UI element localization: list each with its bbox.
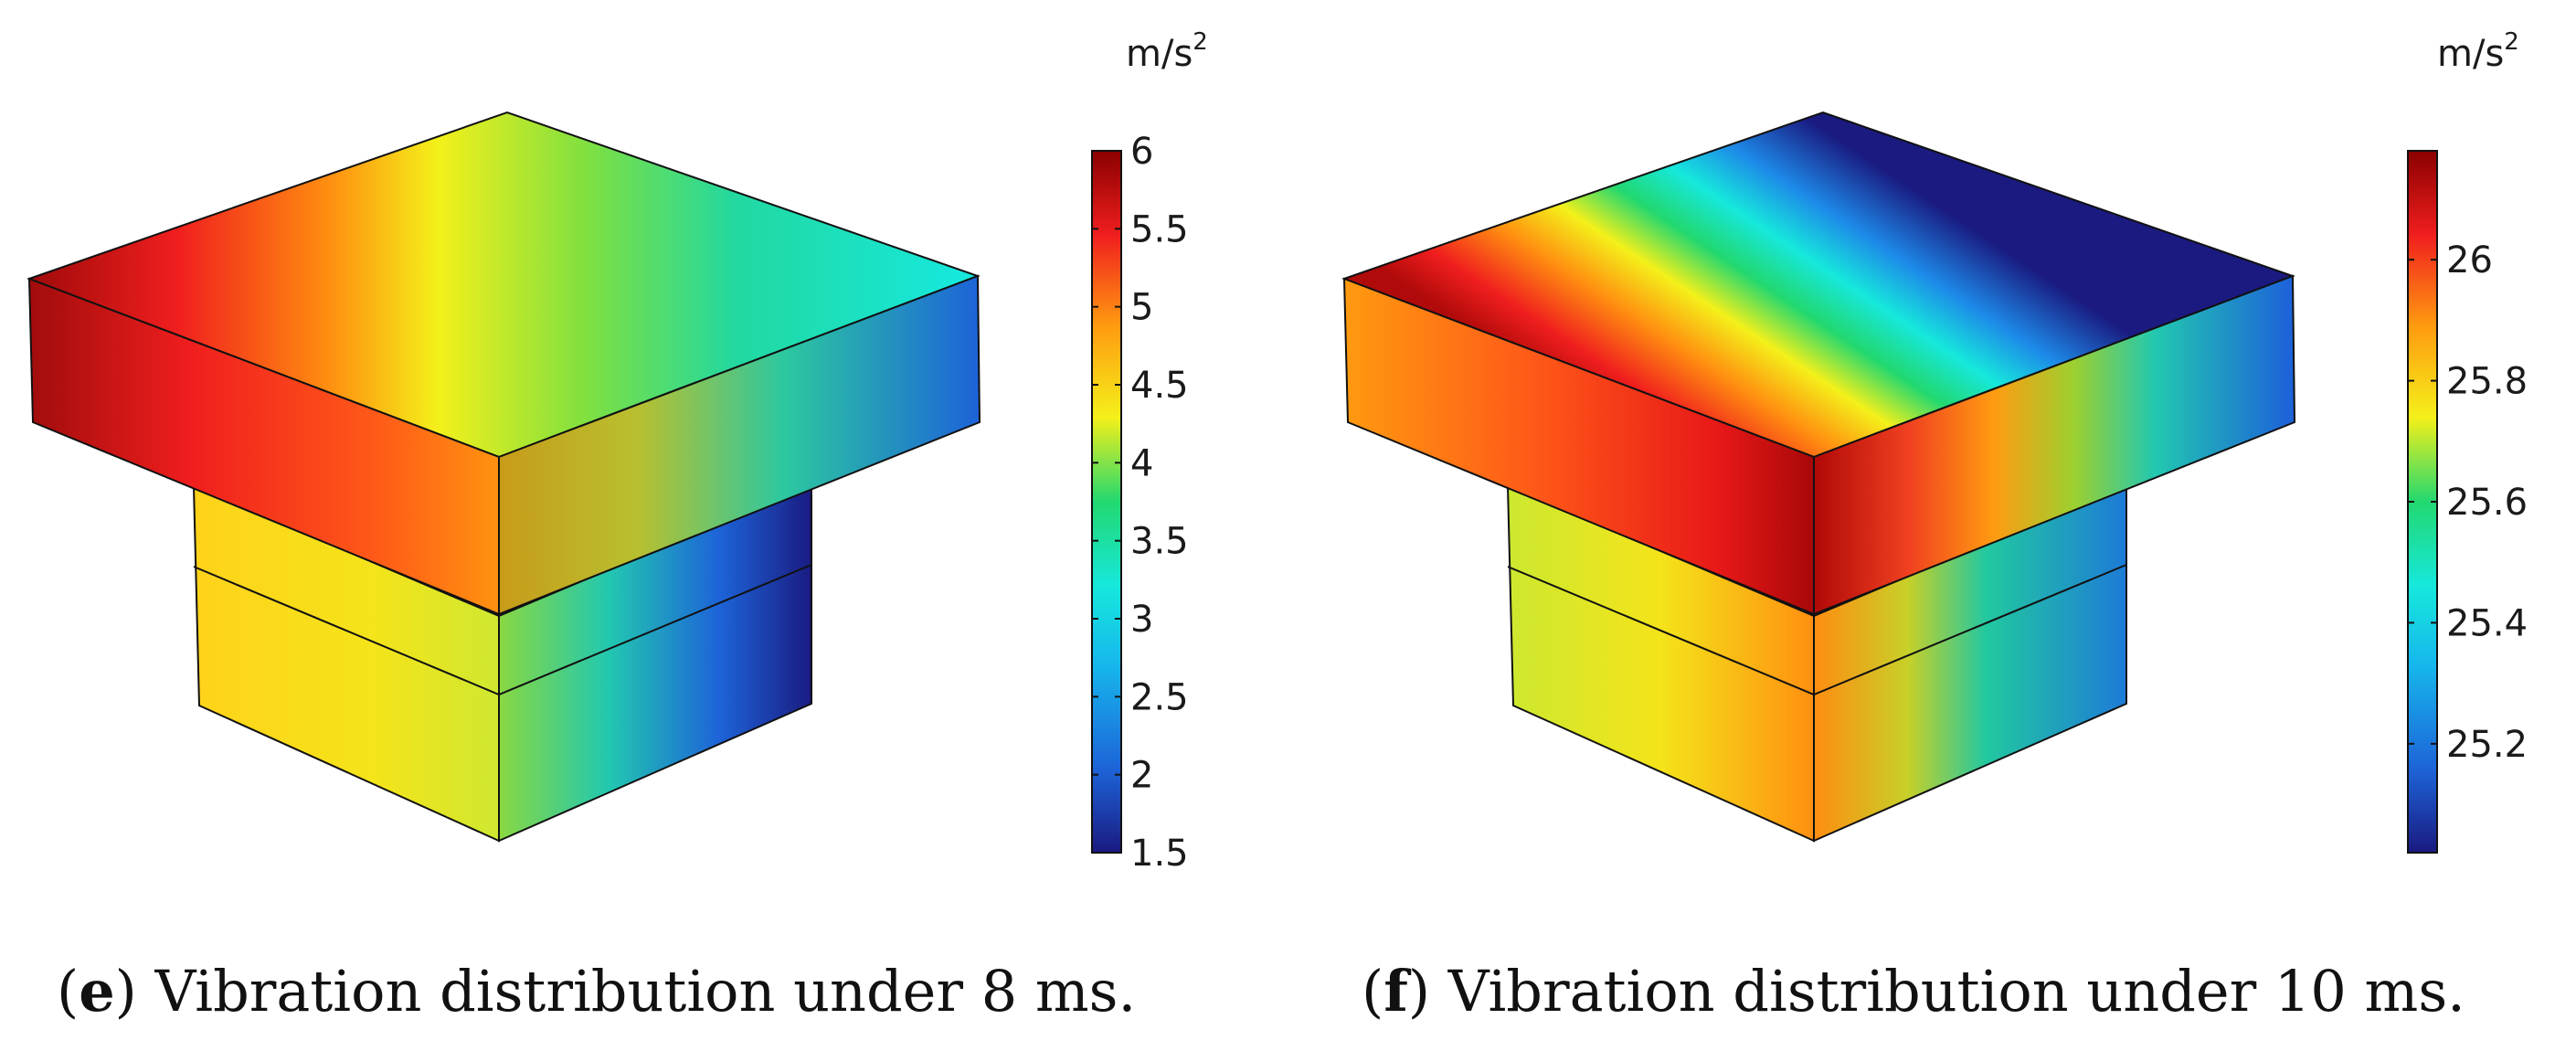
panel-f-figure: m/s2 26 25.8 25.6 25.4 25.2 <box>1341 28 2528 854</box>
colorbar-tick-label: 4.5 <box>1130 365 1189 407</box>
panel-f-colorbar-unit: m/s2 <box>2437 28 2519 75</box>
colorbar-tick-label: 25.6 <box>2446 482 2528 524</box>
panel-e-caption: (e) Vibration distribution under 8 ms. <box>57 958 1137 1024</box>
panel-e-layer-line <box>193 564 812 696</box>
colorbar-tick-label: 2 <box>1130 755 1153 797</box>
panel-f-caption-text: Vibration distribution under 10 ms. <box>1447 958 2465 1024</box>
colorbar-tick-label: 25.4 <box>2446 602 2528 644</box>
colorbar-tick-label: 5.5 <box>1130 208 1189 250</box>
panel-e-label: e <box>79 958 115 1024</box>
colorbar-tick-label: 25.8 <box>2446 361 2528 403</box>
colorbar-tick-label: 5 <box>1130 287 1153 329</box>
colorbar-tick-label: 25.2 <box>2446 724 2528 766</box>
colorbar-tick-label: 3 <box>1130 599 1153 641</box>
panel-f-caption: (f) Vibration distribution under 10 ms. <box>1362 958 2465 1024</box>
panel-e-colorbar <box>1091 150 1122 854</box>
colorbar-tick-label: 6 <box>1130 131 1153 173</box>
panel-f-label: f <box>1383 958 1408 1024</box>
panel-e-colorbar-unit: m/s2 <box>1126 28 1208 75</box>
panel-f-colorbar-ticks: 26 25.8 25.6 25.4 25.2 <box>2408 239 2528 766</box>
colorbar-tick-label: 1.5 <box>1130 833 1189 875</box>
panel-e-figure: m/s2 6 5.5 5 4.5 4 3.5 3 2.5 2 1.5 <box>27 28 1208 875</box>
panel-e-right-face <box>498 274 981 616</box>
panel-f-layer-line <box>1507 564 2127 696</box>
panel-e-colorbar-ticks: 6 5.5 5 4.5 4 3.5 3 2.5 2 1.5 <box>1092 131 1189 875</box>
colorbar-tick-label: 2.5 <box>1130 676 1189 718</box>
panel-e-caption-text: Vibration distribution under 8 ms. <box>154 958 1137 1024</box>
panel-f-right-face <box>1813 274 2296 616</box>
colorbar-tick-label: 26 <box>2446 239 2493 281</box>
colorbar-tick-label: 4 <box>1130 442 1153 484</box>
colorbar-tick-label: 3.5 <box>1130 521 1189 563</box>
